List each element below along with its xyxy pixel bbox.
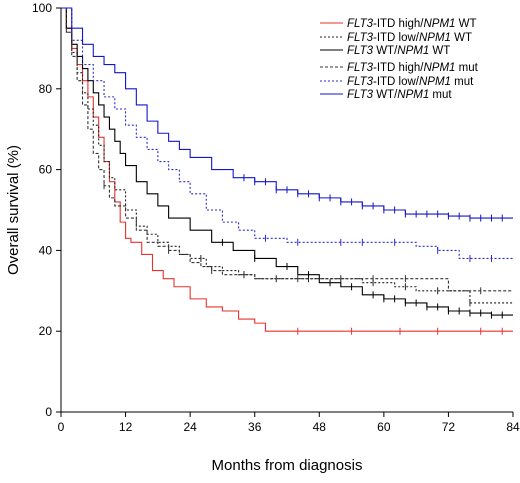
legend-label-wt_mut: FLT3 WT/NPM1 mut bbox=[347, 89, 452, 101]
x-tick-label: 48 bbox=[313, 420, 327, 434]
axes-layer: 0 12 24 36 48 60 72 84 0 20 40 60 80 100 bbox=[32, 1, 520, 434]
legend: FLT3-ITD high/NPM1 WT FLT3-ITD low/NPM1 W… bbox=[320, 18, 479, 101]
x-tick-label: 84 bbox=[506, 420, 520, 434]
plot-layer bbox=[61, 7, 513, 335]
y-tick-label: 100 bbox=[32, 1, 52, 15]
legend-label-itd_high_mut: FLT3-ITD high/NPM1 mut bbox=[347, 62, 479, 74]
y-tick-label: 60 bbox=[39, 163, 53, 177]
x-tick-label: 0 bbox=[58, 420, 65, 434]
x-tick-label: 24 bbox=[183, 420, 197, 434]
series-line-itd_low_wt bbox=[61, 7, 513, 304]
series-line-itd_high_wt bbox=[61, 7, 513, 332]
y-tick-label: 20 bbox=[39, 324, 53, 338]
series-line-itd_high_mut bbox=[61, 7, 513, 292]
y-axis-label: Overall survival (%) bbox=[5, 145, 22, 275]
x-tick-label: 72 bbox=[442, 420, 456, 434]
x-axis-label: Months from diagnosis bbox=[212, 457, 363, 474]
x-tick-label: 12 bbox=[119, 420, 133, 434]
series-line-itd_low_mut bbox=[61, 7, 513, 260]
legend-label-itd_low_wt: FLT3-ITD low/NPM1 WT bbox=[347, 32, 472, 44]
legend-label-itd_low_mut: FLT3-ITD low/NPM1 mut bbox=[347, 76, 474, 88]
y-tick-label: 0 bbox=[45, 405, 52, 419]
legend-label-wt_wt: FLT3 WT/NPM1 WT bbox=[347, 45, 450, 57]
x-tick-label: 36 bbox=[248, 420, 262, 434]
y-tick-label: 80 bbox=[39, 82, 53, 96]
y-tick-label: 40 bbox=[39, 243, 53, 257]
x-tick-label: 60 bbox=[377, 420, 391, 434]
legend-label-itd_high_wt: FLT3-ITD high/NPM1 WT bbox=[347, 18, 477, 30]
